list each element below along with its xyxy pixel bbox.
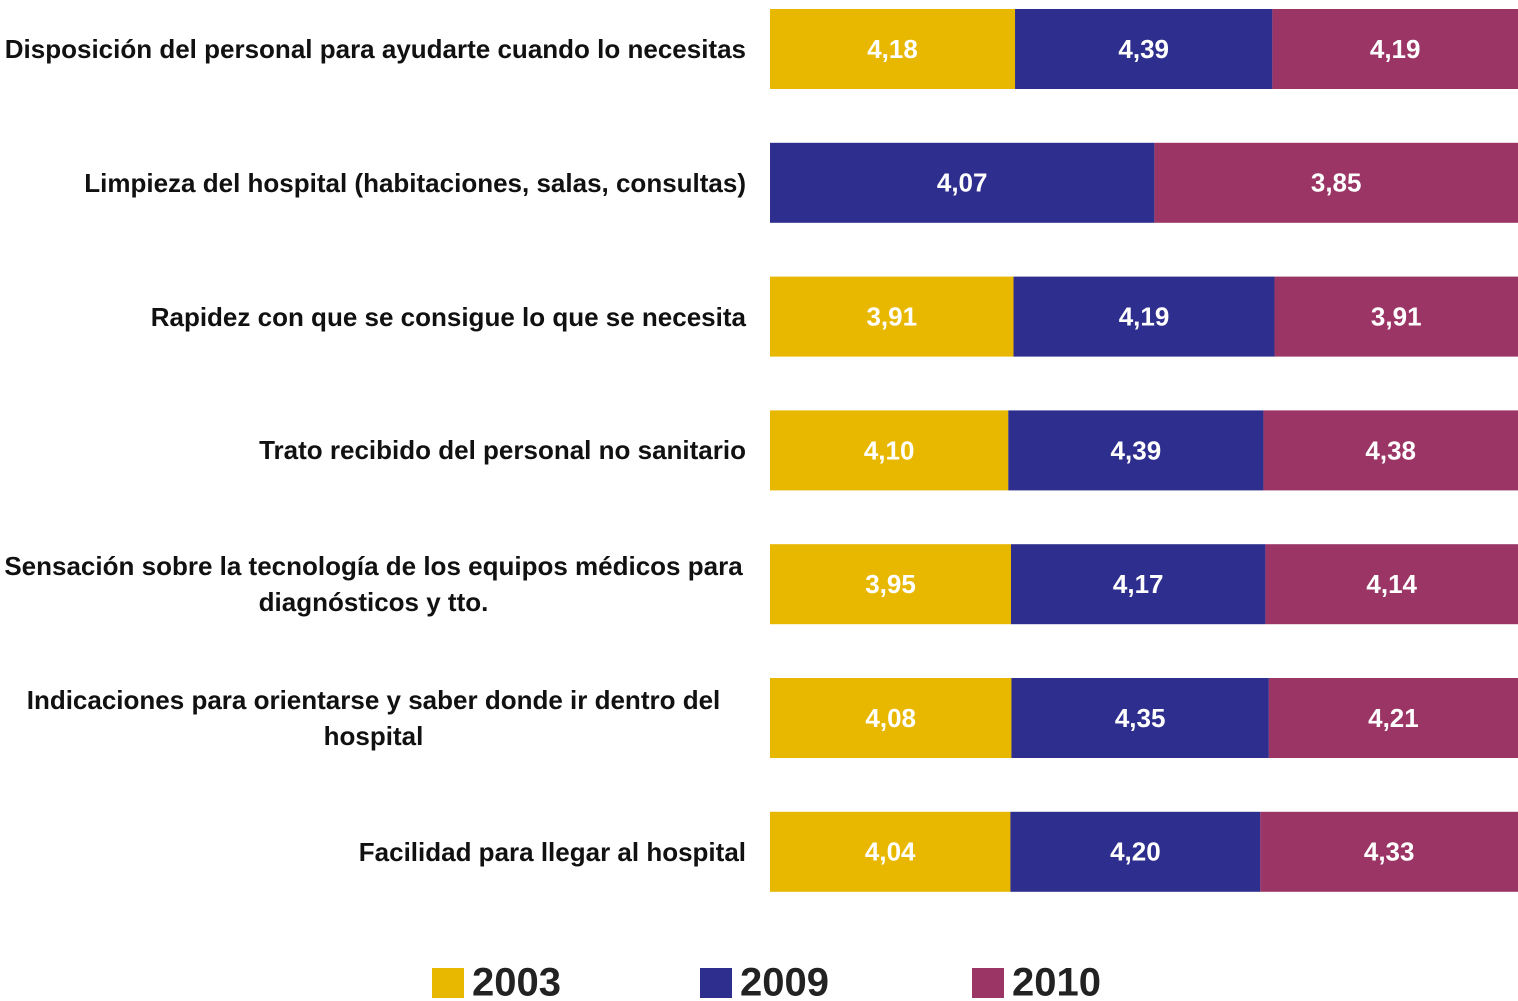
bar-segment bbox=[1015, 9, 1273, 89]
value-label: 4,20 bbox=[1110, 837, 1161, 867]
value-label: 3,91 bbox=[1371, 301, 1422, 331]
category-label: Sensación sobre la tecnología de los equ… bbox=[4, 551, 743, 618]
value-label: 3,95 bbox=[865, 569, 916, 599]
bar-segment bbox=[770, 678, 1012, 758]
value-label: 4,17 bbox=[1113, 569, 1164, 599]
bar-segment bbox=[1260, 811, 1518, 892]
category-label-box: Indicaciones para orientarse y saber don… bbox=[1, 678, 746, 758]
bar-segment bbox=[1263, 410, 1518, 491]
value-label: 4,04 bbox=[865, 837, 916, 867]
value-label: 4,35 bbox=[1115, 703, 1166, 733]
value-label: 4,08 bbox=[865, 703, 916, 733]
value-label: 3,85 bbox=[1311, 168, 1362, 198]
bar-segment bbox=[1154, 142, 1518, 223]
bar-segment bbox=[1010, 811, 1261, 892]
legend-label: 2003 bbox=[472, 961, 561, 1001]
legend-label: 2010 bbox=[1012, 961, 1101, 1001]
category-label-box: Rapidez con que se consigue lo que se ne… bbox=[1, 277, 746, 357]
legend-swatch bbox=[432, 968, 464, 998]
value-label: 4,14 bbox=[1366, 569, 1417, 599]
bar-segment bbox=[1268, 678, 1518, 758]
legend-swatch bbox=[972, 968, 1004, 998]
value-label: 4,19 bbox=[1119, 301, 1170, 331]
value-label: 4,39 bbox=[1118, 34, 1169, 64]
value-label: 4,10 bbox=[864, 435, 915, 465]
bar-segment bbox=[1272, 9, 1518, 89]
category-label-box: Disposición del personal para ayudarte c… bbox=[1, 9, 746, 89]
bar-segment bbox=[770, 410, 1009, 491]
bar-segment bbox=[1265, 544, 1518, 625]
value-label: 4,33 bbox=[1364, 837, 1415, 867]
bar-segment bbox=[1010, 544, 1266, 625]
category-label: Facilidad para llegar al hospital bbox=[358, 836, 746, 867]
category-label-box: Limpieza del hospital (habitaciones, sal… bbox=[1, 143, 746, 223]
category-label-box: Trato recibido del personal no sanitario bbox=[1, 410, 746, 490]
value-label: 4,19 bbox=[1370, 34, 1421, 64]
bar-segment bbox=[770, 276, 1014, 357]
category-label-box: Sensación sobre la tecnología de los equ… bbox=[1, 544, 746, 624]
value-label: 4,07 bbox=[937, 168, 988, 198]
bar-segment bbox=[770, 811, 1011, 892]
bar-segment bbox=[1274, 276, 1518, 357]
category-label: Limpieza del hospital (habitaciones, sal… bbox=[84, 167, 746, 198]
bar-segment bbox=[1008, 410, 1264, 491]
bar-segment bbox=[1011, 678, 1269, 758]
bar-segment bbox=[770, 142, 1155, 223]
category-label: Rapidez con que se consigue lo que se ne… bbox=[150, 301, 746, 332]
value-label: 4,38 bbox=[1365, 435, 1416, 465]
category-label: Trato recibido del personal no sanitario bbox=[259, 435, 746, 466]
category-label: Indicaciones para orientarse y saber don… bbox=[26, 685, 721, 751]
bar-segment bbox=[770, 9, 1016, 89]
value-label: 4,18 bbox=[867, 34, 918, 64]
category-label: Disposición del personal para ayudarte c… bbox=[4, 34, 746, 64]
value-label: 4,21 bbox=[1368, 703, 1419, 733]
bar-segment bbox=[770, 544, 1011, 625]
value-label: 3,91 bbox=[866, 301, 917, 331]
category-label-box: Facilidad para llegar al hospital bbox=[1, 812, 746, 892]
legend-label: 2009 bbox=[740, 961, 829, 1001]
value-label: 4,39 bbox=[1111, 435, 1162, 465]
legend-swatch bbox=[700, 968, 732, 998]
bar-segment bbox=[1013, 276, 1275, 357]
